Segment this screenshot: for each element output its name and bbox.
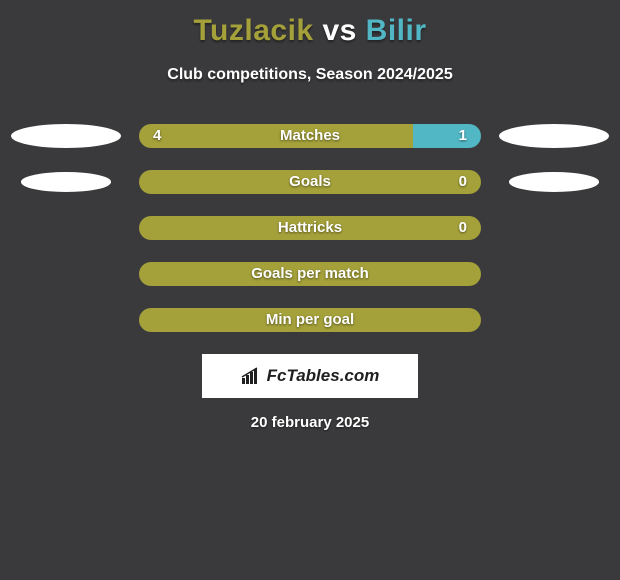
player2-ellipse xyxy=(499,124,609,148)
player1-ellipse xyxy=(11,124,121,148)
spacer xyxy=(499,308,609,332)
spacer xyxy=(11,308,121,332)
stat-label: Goals per match xyxy=(139,262,481,286)
stat-label: Min per goal xyxy=(139,308,481,332)
spacer xyxy=(11,262,121,286)
logo-text: FcTables.com xyxy=(267,366,380,386)
spacer xyxy=(11,216,121,240)
spacer xyxy=(499,216,609,240)
player2-name: Bilir xyxy=(366,14,427,47)
stat-row: 41Matches xyxy=(0,124,620,148)
player1-name: Tuzlacik xyxy=(193,14,313,47)
stat-row: 0Hattricks xyxy=(0,216,620,240)
comparison-title: Tuzlacik vs Bilir xyxy=(0,0,620,48)
logo-box: FcTables.com xyxy=(202,354,418,398)
stat-bar: 0Hattricks xyxy=(139,216,481,240)
stat-label: Goals xyxy=(139,170,481,194)
player1-ellipse xyxy=(21,172,111,192)
subtitle: Club competitions, Season 2024/2025 xyxy=(0,66,620,84)
date-label: 20 february 2025 xyxy=(0,414,620,431)
stat-bar: 41Matches xyxy=(139,124,481,148)
stat-bar: Min per goal xyxy=(139,308,481,332)
stat-row: Min per goal xyxy=(0,308,620,332)
stat-bar: Goals per match xyxy=(139,262,481,286)
player2-ellipse xyxy=(509,172,599,192)
stat-label: Matches xyxy=(139,124,481,148)
logo: FcTables.com xyxy=(241,366,380,386)
stat-row: 0Goals xyxy=(0,170,620,194)
vs-label: vs xyxy=(322,14,356,47)
stat-row: Goals per match xyxy=(0,262,620,286)
stat-rows: 41Matches 0Goals 0Hattricks Goals per match… xyxy=(0,124,620,332)
spacer xyxy=(499,262,609,286)
bar-chart-icon xyxy=(241,367,263,385)
stat-label: Hattricks xyxy=(139,216,481,240)
stat-bar: 0Goals xyxy=(139,170,481,194)
